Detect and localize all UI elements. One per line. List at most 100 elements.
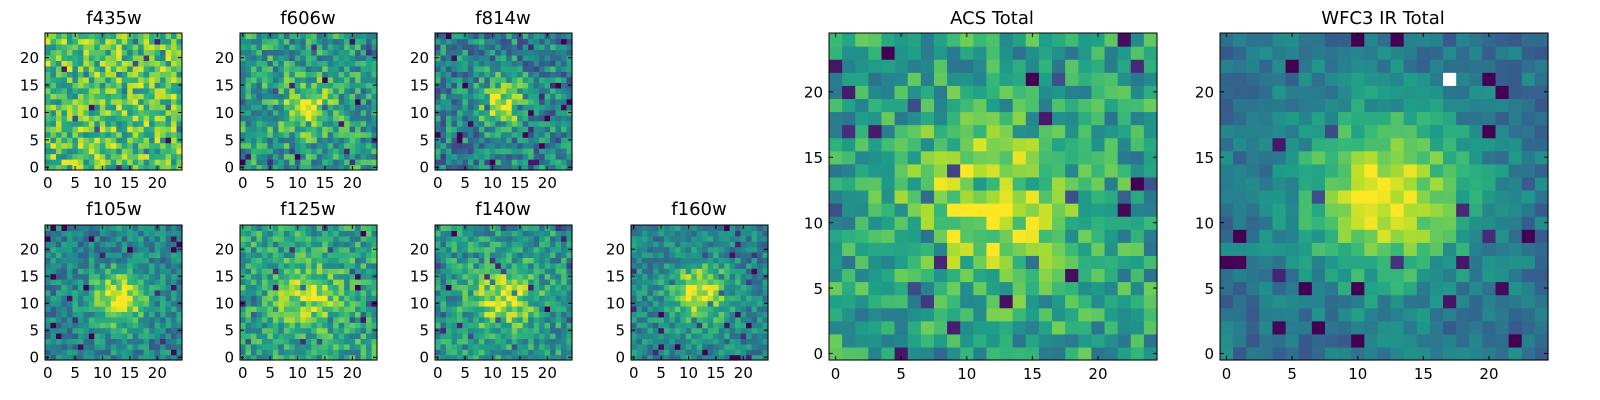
- heatmap-cell: [45, 252, 52, 258]
- heatmap-cell: [349, 322, 356, 329]
- heatmap-cell: [713, 311, 720, 318]
- heatmap-cell: [533, 235, 540, 242]
- heatmap-cell: [528, 82, 535, 89]
- heatmap-cell: [544, 343, 551, 350]
- heatmap-cell: [149, 316, 156, 323]
- heatmap-cell: [300, 338, 307, 345]
- heatmap-cell: [456, 137, 463, 144]
- heatmap-cell: [440, 268, 447, 275]
- heatmap-cell: [451, 164, 458, 171]
- heatmap-cell: [322, 273, 329, 280]
- heatmap-cell: [371, 159, 378, 166]
- heatmap-cell: [105, 279, 112, 285]
- heatmap-cell: [88, 262, 95, 269]
- heatmap-cell: [718, 289, 725, 296]
- heatmap-cell: [250, 137, 258, 144]
- heatmap-cell: [533, 137, 540, 144]
- heatmap-cell: [344, 38, 351, 45]
- heatmap-cell: [261, 65, 268, 72]
- heatmap-cell: [445, 295, 453, 302]
- heatmap-cell: [278, 268, 285, 275]
- heatmap-cell: [283, 235, 290, 242]
- heatmap-cell: [1104, 229, 1119, 243]
- heatmap-cell: [539, 279, 546, 285]
- heatmap-cell: [105, 273, 112, 280]
- heatmap-cell: [72, 230, 79, 237]
- heatmap-cell: [272, 153, 279, 160]
- heatmap-cell: [94, 257, 101, 264]
- heatmap-cell: [294, 295, 301, 302]
- heatmap-cell: [669, 343, 676, 350]
- heatmap-cell: [355, 262, 362, 269]
- heatmap-cell: [311, 273, 318, 280]
- heatmap-cell: [561, 65, 568, 72]
- heatmap-cell: [261, 279, 268, 285]
- heatmap-cell: [674, 252, 681, 258]
- heatmap-cell: [289, 115, 296, 122]
- heatmap-cell: [555, 273, 562, 280]
- heatmap-cell: [261, 257, 268, 264]
- heatmap-cell: [445, 54, 453, 61]
- heatmap-cell: [316, 316, 323, 323]
- heatmap-cell: [132, 115, 139, 122]
- heatmap-cell: [467, 235, 474, 242]
- heatmap-cell: [729, 262, 736, 269]
- heatmap-cell: [333, 131, 340, 138]
- heatmap-cell: [360, 137, 367, 144]
- heatmap-cell: [105, 120, 112, 127]
- heatmap-cell: [724, 257, 731, 264]
- heatmap-cell: [88, 54, 95, 61]
- heatmap-cell: [127, 115, 134, 122]
- heatmap-cell: [652, 284, 659, 291]
- heatmap-cell: [986, 333, 1001, 348]
- heatmap-cell: [300, 115, 307, 122]
- heatmap-cell: [127, 311, 134, 318]
- heatmap-cell: [61, 289, 68, 296]
- heatmap-cell: [511, 60, 518, 67]
- heatmap-cell: [294, 159, 301, 166]
- heatmap-cell: [533, 311, 540, 318]
- heatmap-cell: [289, 257, 296, 264]
- heatmap-cell: [278, 257, 285, 264]
- heatmap-cell: [561, 148, 568, 155]
- heatmap-cell: [154, 268, 161, 275]
- heatmap-cell: [278, 126, 285, 133]
- heatmap-cell: [45, 76, 52, 83]
- heatmap-cell: [338, 241, 345, 248]
- heatmap-cell: [272, 131, 279, 138]
- heatmap-cell: [999, 281, 1014, 296]
- heatmap-cell: [371, 49, 378, 56]
- x-tick-label: 5: [70, 174, 80, 192]
- heatmap-cell: [894, 203, 909, 217]
- heatmap-cell: [647, 262, 654, 269]
- heatmap-cell: [1117, 176, 1132, 191]
- heatmap-cell: [561, 126, 568, 133]
- heatmap-cell: [88, 71, 95, 78]
- heatmap-cell: [366, 148, 373, 155]
- heatmap-cell: [143, 87, 150, 94]
- heatmap-cell: [555, 148, 562, 155]
- heatmap-cell: [729, 316, 736, 323]
- heatmap-cell: [344, 257, 351, 264]
- heatmap-cell: [718, 311, 725, 318]
- heatmap-cell: [696, 273, 703, 280]
- heatmap-cell: [528, 98, 535, 105]
- heatmap-cell: [316, 354, 323, 361]
- heatmap-cell: [322, 115, 329, 122]
- heatmap-cell: [305, 252, 312, 258]
- heatmap-cell: [1104, 216, 1119, 230]
- heatmap-cell: [149, 284, 156, 291]
- heatmap-cell: [1012, 203, 1027, 217]
- heatmap-cell: [478, 126, 485, 133]
- heatmap-cell: [283, 279, 290, 285]
- heatmap-cell: [366, 300, 373, 307]
- heatmap-cell: [506, 71, 513, 78]
- heatmap-cell: [261, 295, 268, 302]
- heatmap-cell: [484, 230, 491, 237]
- heatmap-cell: [451, 71, 458, 78]
- heatmap-cell: [456, 115, 463, 122]
- heatmap-cell: [566, 235, 573, 242]
- heatmap-cell: [451, 316, 458, 323]
- heatmap-cell: [83, 87, 90, 94]
- heatmap-cell: [440, 60, 447, 67]
